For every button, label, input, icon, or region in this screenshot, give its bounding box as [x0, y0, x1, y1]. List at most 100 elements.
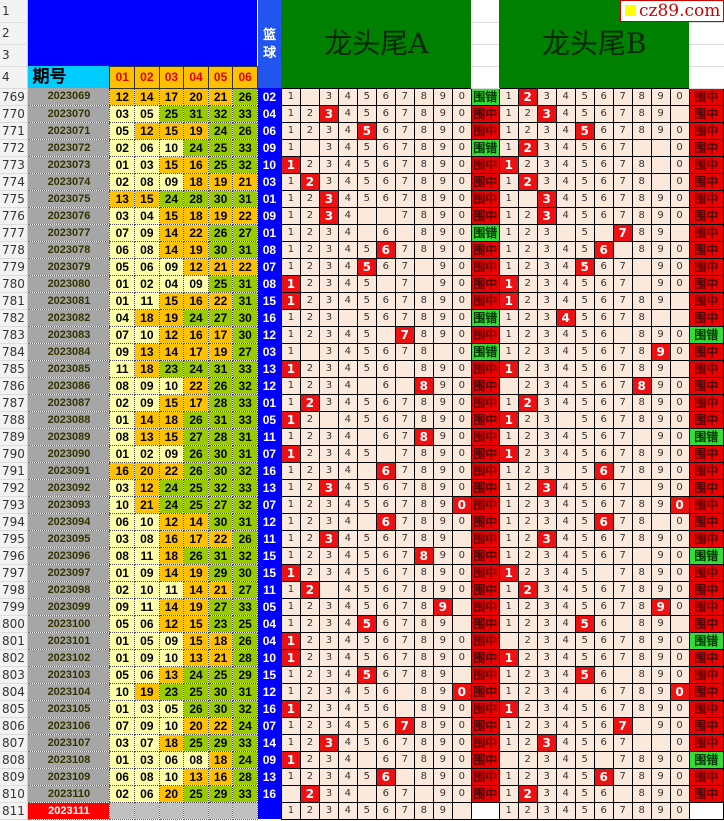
- digit-cell-b[interactable]: 0: [669, 665, 690, 684]
- blue-ball-cell[interactable]: 13: [257, 768, 282, 785]
- digit-cell-b[interactable]: 5: [574, 801, 595, 820]
- digit-cell-a[interactable]: [394, 767, 415, 786]
- digit-cell-b[interactable]: 2: [517, 580, 538, 599]
- digit-cell-b[interactable]: 2: [517, 376, 538, 395]
- digit-cell-b[interactable]: 2: [517, 240, 538, 259]
- digit-cell-a[interactable]: 5: [356, 767, 377, 786]
- digit-cell-a[interactable]: 0: [451, 648, 472, 667]
- digit-cell-a[interactable]: 1: [280, 529, 301, 548]
- digit-cell-a[interactable]: 1: [280, 563, 301, 582]
- red-ball-cell[interactable]: 02: [109, 784, 136, 803]
- digit-cell-a[interactable]: 5: [356, 563, 377, 582]
- red-ball-cell[interactable]: 01: [109, 699, 136, 718]
- digit-cell-b[interactable]: 4: [555, 716, 576, 735]
- digit-cell-a[interactable]: 0: [451, 308, 472, 327]
- digit-cell-a[interactable]: 7: [394, 155, 415, 174]
- digit-cell-b[interactable]: 8: [631, 155, 652, 174]
- digit-cell-a[interactable]: 9: [432, 308, 453, 327]
- red-ball-cell[interactable]: 16: [183, 325, 209, 344]
- digit-cell-b[interactable]: 6: [593, 308, 614, 327]
- digit-cell-b[interactable]: 6: [593, 597, 614, 616]
- result-cell-a[interactable]: 围错: [470, 223, 500, 242]
- digit-cell-a[interactable]: 6: [375, 784, 396, 803]
- digit-cell-b[interactable]: 2: [517, 274, 538, 293]
- period-cell[interactable]: 2023108: [27, 751, 110, 769]
- red-ball-cell[interactable]: 08: [134, 529, 160, 548]
- red-ball-cell[interactable]: 18: [183, 172, 209, 191]
- digit-cell-a[interactable]: 6: [375, 614, 396, 633]
- row-number[interactable]: 771: [0, 122, 29, 140]
- digit-cell-b[interactable]: 1: [498, 206, 519, 225]
- digit-cell-a[interactable]: [375, 325, 396, 344]
- digit-cell-b[interactable]: 5: [574, 376, 595, 395]
- result-cell-a[interactable]: 围中: [470, 104, 500, 123]
- digit-cell-a[interactable]: [280, 784, 301, 803]
- red-ball-cell[interactable]: 18: [134, 359, 160, 378]
- digit-cell-a[interactable]: 9: [432, 512, 453, 531]
- digit-cell-b[interactable]: 8: [631, 682, 652, 701]
- digit-cell-a[interactable]: 4: [337, 410, 358, 429]
- digit-cell-b[interactable]: [612, 325, 633, 344]
- digit-cell-a[interactable]: 4: [337, 580, 358, 599]
- red-ball-cell[interactable]: 01: [109, 444, 136, 463]
- digit-cell-a[interactable]: 1: [280, 189, 301, 208]
- red-ball-cell[interactable]: 01: [109, 631, 136, 650]
- digit-cell-a[interactable]: 7: [394, 546, 415, 565]
- digit-cell-b[interactable]: 4: [555, 495, 576, 514]
- digit-cell-b[interactable]: 2: [517, 461, 538, 480]
- digit-cell-b[interactable]: 6: [593, 614, 614, 633]
- period-cell[interactable]: 2023072: [27, 139, 110, 157]
- digit-cell-b[interactable]: 3: [536, 750, 557, 769]
- red-ball-cell[interactable]: 06: [109, 512, 136, 531]
- red-ball-cell[interactable]: 09: [134, 563, 160, 582]
- digit-cell-b[interactable]: 3: [536, 512, 557, 531]
- digit-cell-a[interactable]: 9: [432, 444, 453, 463]
- digit-cell-b[interactable]: 2: [517, 325, 538, 344]
- digit-cell-a[interactable]: 6: [375, 155, 396, 174]
- digit-cell-b[interactable]: 0: [669, 325, 690, 344]
- digit-cell-a[interactable]: 3: [318, 291, 339, 310]
- digit-cell-b[interactable]: 2: [517, 614, 538, 633]
- red-ball-cell[interactable]: 30: [207, 461, 234, 480]
- result-cell-a[interactable]: 围中: [470, 393, 500, 412]
- digit-cell-a[interactable]: 6: [375, 512, 396, 531]
- blue-ball-cell[interactable]: 06: [257, 122, 282, 139]
- digit-cell-b[interactable]: 0: [669, 274, 690, 293]
- row-number[interactable]: 809: [0, 768, 29, 786]
- digit-cell-a[interactable]: 3: [318, 240, 339, 259]
- digit-cell-b[interactable]: 3: [536, 308, 557, 327]
- digit-cell-b[interactable]: 3: [536, 257, 557, 276]
- digit-cell-a[interactable]: 8: [413, 478, 434, 497]
- result-cell-b[interactable]: 围中: [688, 767, 724, 786]
- digit-cell-b[interactable]: 1: [498, 495, 519, 514]
- digit-cell-a[interactable]: 0: [451, 750, 472, 769]
- digit-cell-a[interactable]: 5: [356, 257, 377, 276]
- digit-cell-b[interactable]: 5: [574, 155, 595, 174]
- digit-cell-a[interactable]: 4: [337, 427, 358, 446]
- result-cell-b[interactable]: 围中: [688, 104, 724, 123]
- digit-cell-a[interactable]: 8: [413, 444, 434, 463]
- digit-cell-a[interactable]: 0: [451, 138, 472, 157]
- red-ball-cell[interactable]: 18: [134, 308, 160, 327]
- digit-cell-a[interactable]: 2: [299, 767, 320, 786]
- blue-ball-cell[interactable]: 13: [257, 479, 282, 496]
- red-ball-cell[interactable]: 17: [183, 529, 209, 548]
- red-ball-cell[interactable]: 28: [232, 767, 258, 786]
- digit-cell-b[interactable]: 6: [593, 376, 614, 395]
- digit-cell-b[interactable]: 7: [612, 291, 633, 310]
- digit-cell-b[interactable]: 6: [593, 189, 614, 208]
- digit-cell-a[interactable]: 2: [299, 240, 320, 259]
- digit-cell-b[interactable]: 4: [555, 631, 576, 650]
- digit-cell-b[interactable]: 4: [555, 240, 576, 259]
- digit-cell-a[interactable]: 8: [413, 716, 434, 735]
- digit-cell-b[interactable]: 9: [650, 597, 671, 616]
- red-ball-cell[interactable]: 05: [109, 121, 136, 140]
- result-cell-b[interactable]: 围错: [688, 427, 724, 446]
- digit-cell-a[interactable]: 1: [280, 257, 301, 276]
- digit-cell-b[interactable]: 9: [650, 699, 671, 718]
- digit-cell-b[interactable]: 3: [536, 444, 557, 463]
- digit-cell-b[interactable]: 9: [650, 121, 671, 140]
- digit-cell-a[interactable]: 8: [413, 546, 434, 565]
- digit-cell-b[interactable]: 6: [593, 801, 614, 820]
- digit-cell-a[interactable]: 4: [337, 223, 358, 242]
